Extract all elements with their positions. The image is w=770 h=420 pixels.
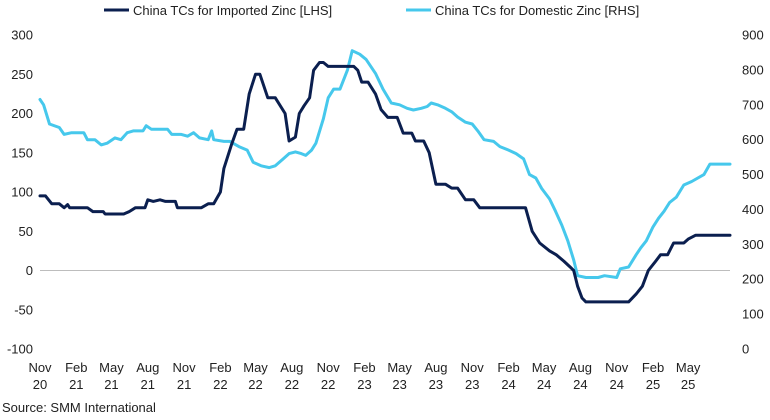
x-axis-tick-month: Nov [317,360,341,375]
x-axis-tick-year: 21 [177,377,191,392]
x-axis-tick-month: May [532,360,557,375]
x-axis-tick-month: Aug [569,360,592,375]
x-axis-tick-year: 24 [609,377,623,392]
x-axis-tick-year: 25 [646,377,660,392]
x-axis-tick-month: Feb [642,360,664,375]
right-axis-tick-label: 700 [742,97,764,112]
x-axis-tick-month: Feb [65,360,87,375]
x-axis-tick-year: 22 [321,377,335,392]
left-axis-tick-label: 150 [11,145,33,160]
x-axis-tick-month: May [99,360,124,375]
legend-label: China TCs for Imported Zinc [LHS] [133,3,332,18]
right-axis-tick-label: 300 [742,237,764,252]
legend-label: China TCs for Domestic Zinc [RHS] [435,3,639,18]
source-note: Source: SMM International [2,400,156,415]
x-axis-tick-month: Nov [28,360,52,375]
left-axis-tick-label: 300 [11,28,33,43]
x-axis-tick-year: 21 [141,377,155,392]
x-axis-tick-month: Feb [497,360,519,375]
x-axis-tick-month: Nov [605,360,629,375]
x-axis-tick-year: 21 [69,377,83,392]
x-axis-tick-year: 24 [501,377,515,392]
x-axis-tick-month: May [676,360,701,375]
left-axis-tick-label: 0 [26,263,33,278]
right-axis-tick-label: 500 [742,167,764,182]
right-axis-tick-label: 200 [742,272,764,287]
series-line-imported-zinc [38,61,732,304]
x-axis-tick-year: 23 [465,377,479,392]
x-axis-tick-year: 24 [573,377,587,392]
x-axis-tick-year: 22 [213,377,227,392]
left-axis-tick-label: -50 [14,302,33,317]
x-axis-tick-year: 20 [33,377,47,392]
x-axis-tick-month: Nov [461,360,485,375]
left-axis-tick-label: 250 [11,67,33,82]
left-axis-tick-label: 100 [11,185,33,200]
x-axis-tick-year: 23 [357,377,371,392]
x-axis-tick-year: 21 [104,377,118,392]
x-axis-tick-year: 22 [248,377,262,392]
x-axis-tick-month: Aug [280,360,303,375]
right-axis-tick-label: 0 [742,342,749,357]
x-axis-tick-month: Nov [173,360,197,375]
x-axis-tick-year: 25 [681,377,695,392]
x-axis-tick-month: Aug [136,360,159,375]
series-lines [38,49,732,304]
x-axis-tick-month: Feb [209,360,231,375]
right-axis-tick-label: 600 [742,132,764,147]
right-axis-tick-label: 900 [742,28,764,43]
right-axis-tick-label: 800 [742,62,764,77]
legend: China TCs for Imported Zinc [LHS] China T… [104,3,639,18]
left-axis-tick-label: 200 [11,106,33,121]
x-axis-ticks: Nov 20 Feb 21 May 21 Aug 21 Nov 21 Feb 22 May 22 Aug 22… [28,360,700,392]
x-axis-tick-year: 23 [429,377,443,392]
x-axis-tick-year: 24 [537,377,551,392]
left-axis-ticks: 300 250 200 150 100 50 0 -50 -100 [7,28,33,357]
x-axis-tick-month: Aug [424,360,447,375]
x-axis-tick-year: 23 [392,377,406,392]
right-axis-tick-label: 100 [742,307,764,322]
x-axis-tick-month: Feb [353,360,375,375]
right-axis-tick-label: 400 [742,202,764,217]
left-axis-tick-label: -100 [7,342,33,357]
x-axis-tick-month: May [243,360,268,375]
right-axis-ticks: 900 800 700 600 500 400 300 200 100 0 [742,28,764,357]
x-axis-tick-month: May [387,360,412,375]
x-axis-tick-year: 22 [285,377,299,392]
left-axis-tick-label: 50 [19,224,33,239]
series-line-domestic-zinc [38,49,732,279]
